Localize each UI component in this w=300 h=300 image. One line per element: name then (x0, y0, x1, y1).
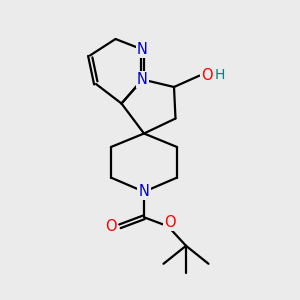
Text: N: N (137, 42, 148, 57)
Text: N: N (139, 184, 149, 199)
Text: O: O (201, 68, 213, 82)
Text: H: H (215, 68, 226, 82)
Text: O: O (164, 215, 175, 230)
Text: O: O (105, 219, 117, 234)
Text: N: N (137, 72, 148, 87)
